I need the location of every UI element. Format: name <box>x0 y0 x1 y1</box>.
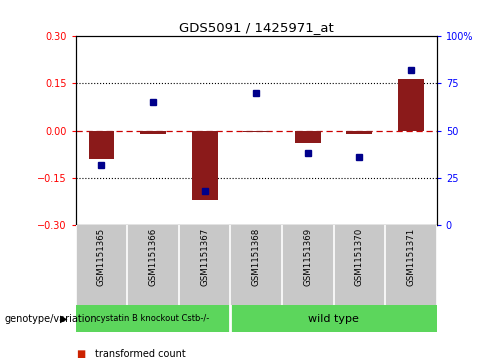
Bar <box>398 79 424 131</box>
Text: GSM1151369: GSM1151369 <box>303 228 312 286</box>
Text: transformed count: transformed count <box>95 349 186 359</box>
Text: GSM1151366: GSM1151366 <box>148 228 158 286</box>
Text: GSM1151370: GSM1151370 <box>355 228 364 286</box>
Bar <box>244 131 269 132</box>
Text: wild type: wild type <box>308 314 359 323</box>
Bar <box>346 131 372 134</box>
Text: genotype/variation: genotype/variation <box>5 314 98 323</box>
Bar <box>192 131 218 200</box>
Title: GDS5091 / 1425971_at: GDS5091 / 1425971_at <box>179 21 334 34</box>
Bar <box>295 131 321 143</box>
Text: ▶: ▶ <box>60 314 67 323</box>
Text: GSM1151368: GSM1151368 <box>252 228 261 286</box>
Text: ■: ■ <box>76 349 85 359</box>
Text: GSM1151371: GSM1151371 <box>407 228 415 286</box>
Bar <box>88 131 114 159</box>
Text: GSM1151367: GSM1151367 <box>200 228 209 286</box>
Text: cystatin B knockout Cstb-/-: cystatin B knockout Cstb-/- <box>97 314 210 323</box>
Bar <box>140 131 166 134</box>
Text: GSM1151365: GSM1151365 <box>97 228 106 286</box>
